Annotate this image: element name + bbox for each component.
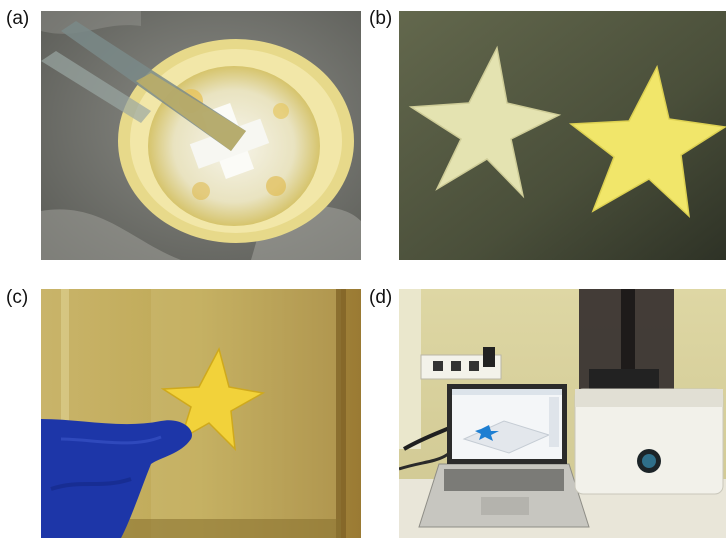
- panel-label-b: (b): [369, 8, 393, 29]
- photo-star-in-tank: [41, 289, 361, 538]
- panel-label-a: (a): [6, 8, 30, 29]
- panel-label-c: (c): [6, 287, 29, 308]
- photo-resin-cup: [41, 11, 361, 260]
- panel-label-d: (d): [369, 287, 393, 308]
- star-pale: [408, 45, 562, 199]
- photo-printed-stars: [399, 11, 726, 260]
- glove-hand: [41, 419, 192, 538]
- photo-printer-setup: [399, 289, 726, 538]
- star-yellow: [568, 64, 726, 218]
- star-held: [160, 346, 266, 452]
